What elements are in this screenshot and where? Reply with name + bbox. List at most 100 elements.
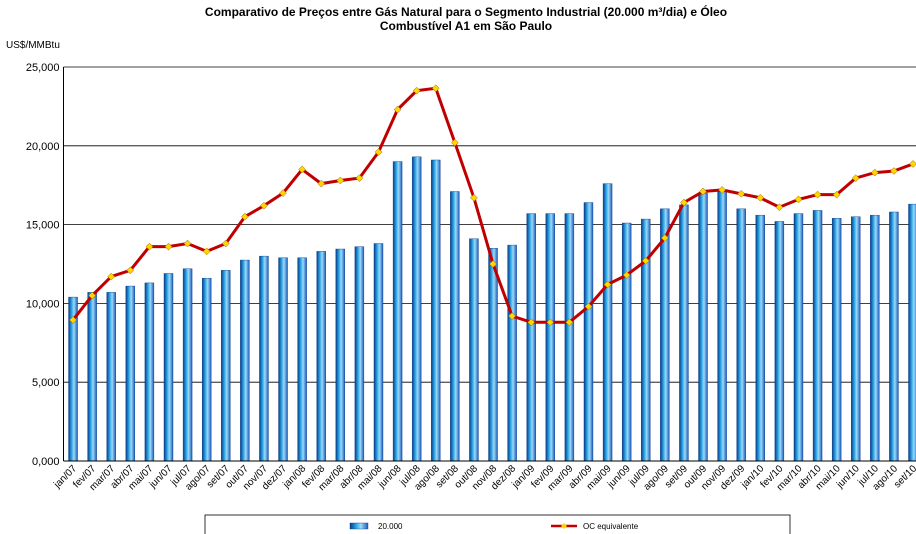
bar [831,218,842,462]
point [393,105,402,114]
y-tick-label: 20,000 [26,141,60,153]
point [107,272,116,281]
point [317,179,326,188]
bar [163,273,174,462]
point [508,312,516,320]
bar [411,156,422,462]
bar [297,257,307,462]
point [126,266,135,275]
point [431,84,440,93]
point [641,256,650,265]
bar [488,248,498,462]
y-tick-label: 25,000 [26,62,60,74]
point [775,203,784,212]
bar [201,277,212,462]
bar [908,203,916,462]
point [870,168,879,177]
point [756,193,765,202]
point [527,318,536,327]
point [851,174,860,182]
bar [698,192,708,462]
point [260,201,268,210]
point [660,234,669,242]
bar [431,159,441,462]
point [813,190,822,199]
point [336,176,345,185]
legend-label: OC equivalente [583,522,639,531]
bar [755,214,765,462]
bar [221,270,231,462]
point [565,318,574,327]
bar [106,292,116,462]
bar [278,257,288,462]
point [298,165,306,174]
point [699,187,707,196]
y-tick-label: 5,000 [32,377,60,389]
point [241,212,249,221]
chart-title: Comparativo de Preços entre Gás Natural … [205,4,727,19]
bar [621,222,632,462]
bar [602,183,613,462]
bar [354,246,365,462]
bar [392,161,403,462]
point [145,242,154,251]
point [890,167,898,175]
point [183,239,192,248]
bar [316,251,326,462]
bar [373,243,384,462]
legend-swatch [561,523,567,529]
point [88,291,96,300]
point [355,174,364,182]
bar [736,208,746,462]
y-tick-label: 15,000 [26,220,60,232]
point [470,193,478,202]
bar [679,204,689,462]
point [622,271,631,279]
bar [660,208,670,462]
bar [450,191,460,462]
point [374,148,383,156]
point [279,189,287,197]
legend-swatch [349,522,369,530]
bar [851,216,861,462]
bar [717,191,727,462]
bar [812,210,823,462]
point [737,190,746,198]
bar [793,213,804,462]
bar [125,285,136,462]
point [450,138,459,147]
point [794,195,803,204]
bar [182,268,193,462]
point [909,160,916,168]
legend-label: 20.000 [378,522,403,531]
bar [774,221,785,462]
legend-box [204,514,791,534]
bar [564,213,575,462]
point [489,260,497,268]
bar [583,202,594,462]
point [221,239,230,248]
y-axis-label: US$/MMBtu [6,40,60,51]
bar [870,214,880,462]
point [202,247,211,256]
y-tick-label: 10,000 [26,298,60,310]
bar [507,244,517,462]
bar [545,213,555,462]
y-tick-label: 0,000 [32,456,60,468]
point [718,186,726,194]
bar [144,282,155,462]
point [412,86,421,95]
chart-title: Combustível A1 em São Paulo [380,19,552,33]
bar [889,211,899,462]
point [832,190,841,199]
bar [335,248,346,462]
bar [240,259,250,462]
point [584,302,593,311]
point [680,198,688,207]
bar [469,238,479,462]
bar [526,213,536,462]
point [164,242,173,251]
bar [87,292,97,462]
point [603,280,612,289]
